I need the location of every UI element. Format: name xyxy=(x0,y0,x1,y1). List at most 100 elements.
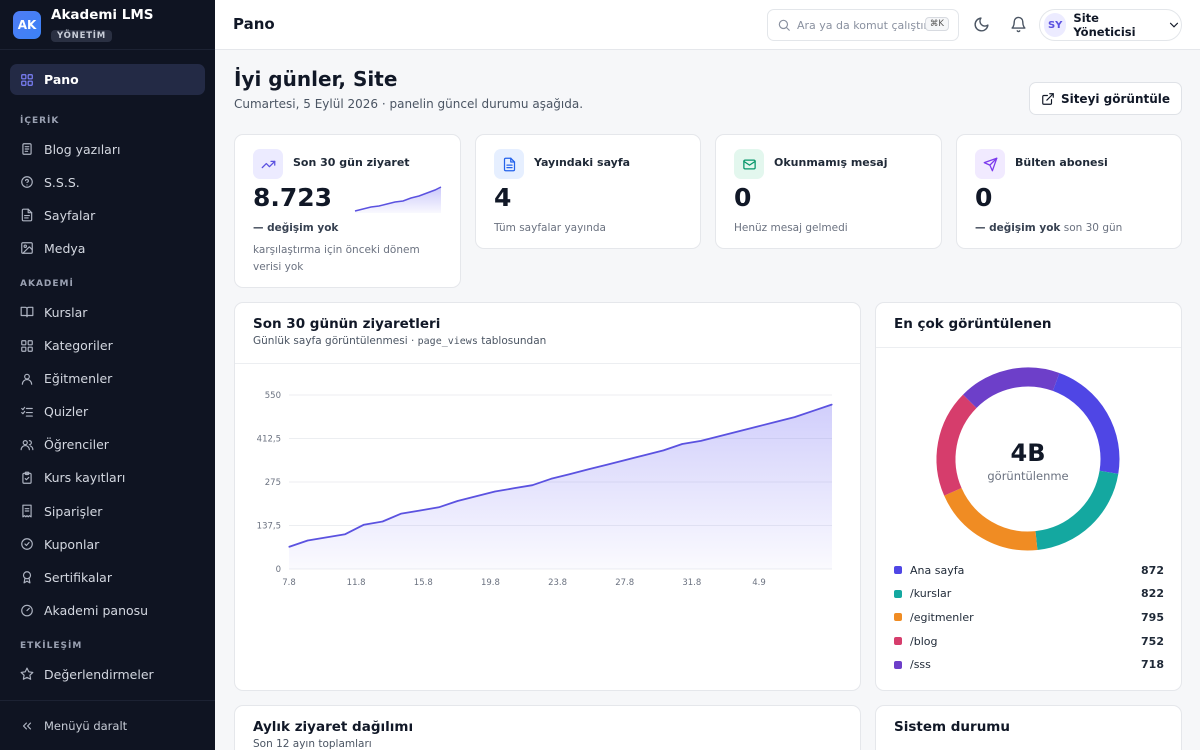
sidebar-item[interactable]: Medya xyxy=(10,234,205,262)
legend-label: /egitmenler xyxy=(910,610,974,624)
data-point xyxy=(625,459,627,461)
sidebar-item-label: Siparişler xyxy=(44,503,103,519)
sidebar-item-label: Akademi panosu xyxy=(44,602,149,618)
legend-item: Ana sayfa 872 xyxy=(894,562,1164,578)
sidebar-section-title: AKADEMİ xyxy=(20,279,74,290)
data-point xyxy=(513,487,515,489)
user-icon xyxy=(20,372,34,386)
card-title: Aylık ziyaret dağılımı xyxy=(253,719,414,735)
sidebar-item[interactable]: Kuponlar xyxy=(10,530,205,558)
sidebar-item-pano[interactable]: Pano xyxy=(10,64,205,95)
sidebar-item-label: Kurslar xyxy=(44,304,88,320)
sidebar-item[interactable]: Sayfalar xyxy=(10,201,205,229)
legend-item: /sss 718 xyxy=(894,657,1164,673)
data-point xyxy=(793,416,796,418)
data-point xyxy=(606,464,608,466)
data-point xyxy=(719,435,721,437)
donut-center-value: 4B xyxy=(1011,439,1046,467)
sidebar-item[interactable]: Siparişler xyxy=(10,497,205,525)
legend-label: /sss xyxy=(910,658,931,672)
sidebar-item-label: S.S.S. xyxy=(44,174,80,190)
stat-change: — değişim yok son 30 gün xyxy=(975,222,1123,234)
view-site-label: Siteyi görüntüle xyxy=(1060,91,1171,106)
sidebar-item[interactable]: S.S.S. xyxy=(10,168,205,196)
legend-item: /kurslar 822 xyxy=(894,586,1164,602)
bell-icon[interactable] xyxy=(1010,16,1027,33)
y-tick-label: 412,5 xyxy=(257,435,281,445)
donut-slice[interactable] xyxy=(936,394,977,496)
brand[interactable]: AK Akademi LMS YÖNETİM xyxy=(0,0,215,50)
sidebar-item[interactable]: Kurslar xyxy=(10,298,205,326)
stat-note: karşılaştırma için önceki dönem verisi y… xyxy=(253,244,420,273)
legend-swatch xyxy=(894,589,902,598)
image-icon xyxy=(20,241,34,255)
sidebar-item-label: Blog yazıları xyxy=(44,141,121,157)
sidebar-item[interactable]: Sertifikalar xyxy=(10,563,205,591)
sidebar-item[interactable]: Kurs kayıtları xyxy=(10,464,205,492)
data-point xyxy=(438,506,440,508)
legend-value: 872 xyxy=(1141,563,1164,577)
gauge-icon xyxy=(20,603,34,617)
document-icon xyxy=(20,142,34,156)
sidebar-item[interactable]: Değerlendirmeler xyxy=(10,660,205,688)
data-point xyxy=(456,500,459,502)
search-shortcut: ⌘K xyxy=(924,17,949,31)
moon-icon[interactable] xyxy=(973,16,990,33)
y-tick-label: 0 xyxy=(276,565,281,575)
data-point xyxy=(344,533,346,535)
star-icon xyxy=(20,667,34,681)
grid-icon xyxy=(20,339,34,353)
legend-label: Ana sayfa xyxy=(910,563,965,577)
sidebar: AK Akademi LMS YÖNETİM Pano İÇERİK Blog y… xyxy=(0,0,215,750)
sidebar-section-title: ETKİLEŞİM xyxy=(20,641,83,652)
grid-icon xyxy=(20,73,34,87)
legend-value: 795 xyxy=(1141,610,1164,624)
user-menu[interactable]: SY Site Yöneticisi xyxy=(1039,9,1182,41)
area-fill xyxy=(289,404,832,569)
y-tick-label: 275 xyxy=(265,478,281,488)
sidebar-item[interactable]: Kategoriler xyxy=(10,332,205,360)
legend-item: /egitmenler 795 xyxy=(894,609,1164,625)
sidebar-item[interactable]: Öğrenciler xyxy=(10,431,205,459)
data-point xyxy=(812,410,814,412)
stat-change: — değişim yok xyxy=(253,222,339,234)
stat-card-messages: Okunmamış mesaj 0 Henüz mesaj gelmedi xyxy=(715,134,942,249)
brand-logo: AK xyxy=(13,10,41,39)
greeting-title: İyi günler, Site xyxy=(234,67,398,91)
card-subtitle: Son 12 ayın toplamları xyxy=(253,738,372,750)
stat-label: Bülten abonesi xyxy=(1015,156,1108,169)
view-site-button[interactable]: Siteyi görüntüle xyxy=(1029,82,1182,115)
donut-slice[interactable] xyxy=(963,367,1060,409)
collapse-label: Menüyü daralt xyxy=(44,718,128,733)
stat-card-visits: Son 30 gün ziyaret 8.723 — değişim yok k… xyxy=(234,134,461,288)
sidebar-item[interactable]: Blog yazıları xyxy=(10,135,205,163)
sidebar-item-label: Medya xyxy=(44,240,86,256)
greeting-subtitle: Cumartesi, 5 Eylül 2026 · panelin güncel… xyxy=(234,97,584,111)
sidebar-item-label: Kategoriler xyxy=(44,338,113,353)
x-tick-label: 11.8 xyxy=(347,578,366,588)
monthly-visits-card: Aylık ziyaret dağılımı Son 12 ayın topla… xyxy=(234,705,861,750)
stat-card-pages: Yayındaki sayfa 4 Tüm sayfalar yayında xyxy=(475,134,701,249)
donut-slice[interactable] xyxy=(1052,373,1120,474)
stat-value: 0 xyxy=(975,183,993,212)
award-icon xyxy=(20,570,34,584)
data-point xyxy=(307,539,309,542)
search-input[interactable]: Ara ya da komut çalıştır ⌘K xyxy=(767,9,959,41)
sidebar-item[interactable]: Quizler xyxy=(10,398,205,426)
external-link-icon xyxy=(1041,92,1055,106)
avatar: SY xyxy=(1044,13,1067,37)
series-line xyxy=(288,403,833,548)
legend-item: /blog 752 xyxy=(894,633,1164,649)
sidebar-item[interactable]: Eğitmenler xyxy=(10,365,205,393)
visits-sparkline xyxy=(354,186,442,213)
data-point xyxy=(662,449,665,451)
legend-value: 822 xyxy=(1141,587,1164,601)
stat-desc: Henüz mesaj gelmedi xyxy=(734,222,848,234)
donut-slice[interactable] xyxy=(1035,470,1119,551)
data-point xyxy=(644,454,646,456)
donut-slice[interactable] xyxy=(944,487,1038,551)
mail-icon xyxy=(734,149,764,179)
collapse-menu-button[interactable]: Menüyü daralt xyxy=(0,700,215,750)
sidebar-item[interactable]: Akademi panosu xyxy=(10,596,205,624)
card-title: Son 30 günün ziyaretleri xyxy=(253,316,441,332)
